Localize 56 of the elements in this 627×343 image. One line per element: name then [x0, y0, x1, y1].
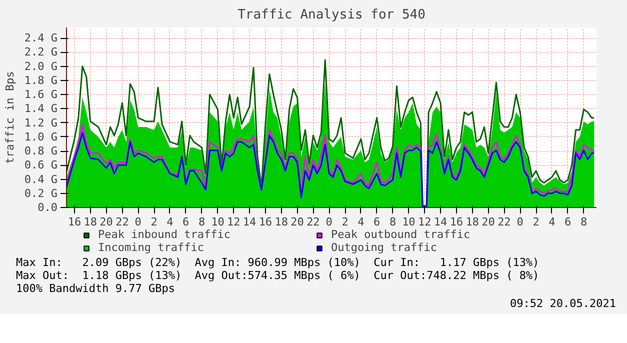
x-tick-label: 22: [306, 216, 320, 228]
x-tick-label: 6: [374, 216, 380, 228]
x-tick-label: 2: [150, 216, 158, 228]
y-tick-label: 1.0 G: [24, 130, 58, 144]
x-tick-label: 18: [84, 216, 97, 228]
y-tick-label: 1.4 G: [24, 102, 58, 116]
x-tick-label: 14: [242, 216, 257, 228]
legend-label: Peak outbound traffic: [331, 228, 472, 241]
x-tick-label: 0: [134, 216, 142, 228]
x-tick-label: 16: [258, 216, 272, 228]
x-tick-label: 6: [564, 216, 572, 228]
x-tick-label: 18: [274, 216, 288, 228]
x-tick-label: 2: [342, 216, 348, 228]
x-tick-label: 4: [548, 216, 556, 228]
y-axis-title: traffic in Bps: [3, 71, 16, 164]
x-tick-label: 12: [418, 216, 432, 228]
x-tick-label: 6: [182, 216, 190, 228]
legend-label: Peak inbound traffic: [98, 228, 232, 241]
x-tick-label: 2: [532, 216, 540, 228]
x-tick-label: 0: [516, 216, 524, 228]
x-tick-label: 16: [450, 216, 464, 228]
y-tick-label: 1.6 G: [24, 88, 58, 102]
text: Max In: 2.09 GBps (22%) Avg In: 960.99 MBps (10%) Cur In: 1.17 GBps (13%): [16, 256, 540, 269]
y-tick-label: 2.2 G: [24, 46, 58, 59]
x-tick-label: 20: [482, 216, 495, 228]
y-tick-label: 1.8 G: [24, 74, 58, 87]
y-tick-label: 2.4 G: [24, 32, 58, 45]
text: Max Out: 1.18 GBps (13%) Avg Out:574.35 MBps ( 6%) Cur Out:748.22 MBps ( 8%): [16, 269, 540, 282]
x-tick-label: 10: [211, 216, 224, 228]
x-tick-label: 8: [389, 216, 396, 228]
x-tick-label: 22: [116, 216, 129, 228]
x-tick-label: 20: [290, 216, 304, 228]
x-tick-label: 8: [198, 216, 206, 228]
text: 100% Bandwidth 9.77 GBps: [16, 282, 175, 295]
y-tick-label: 0.2 G: [24, 186, 58, 200]
legend-label: Outgoing traffic: [331, 241, 438, 254]
text: 09:52 20.05.2021: [510, 296, 616, 312]
x-tick-label: 4: [358, 216, 365, 228]
x-tick-label: 14: [434, 216, 448, 228]
x-tick-label: 10: [402, 216, 416, 228]
x-tick-label: 12: [226, 216, 240, 228]
y-tick-label: 0.0: [38, 201, 58, 214]
x-tick-label: 16: [68, 216, 82, 228]
y-tick-label: 2.0 G: [24, 60, 58, 73]
y-tick-label: 0.6 G: [24, 158, 58, 172]
x-tick-label: 0: [326, 216, 332, 228]
x-tick-label: 4: [166, 216, 174, 228]
x-tick-label: 8: [580, 216, 588, 228]
y-tick-label: 1.2 G: [24, 116, 58, 130]
y-tick-label: 0.8 G: [24, 144, 58, 158]
legend-label: Incoming traffic: [98, 241, 205, 254]
x-tick-label: 20: [100, 216, 113, 228]
x-tick-label: 18: [466, 216, 479, 228]
chart-title: Traffic Analysis for 540: [238, 8, 426, 22]
y-tick-label: 0.4 G: [24, 172, 58, 186]
x-tick-label: 22: [498, 216, 511, 228]
